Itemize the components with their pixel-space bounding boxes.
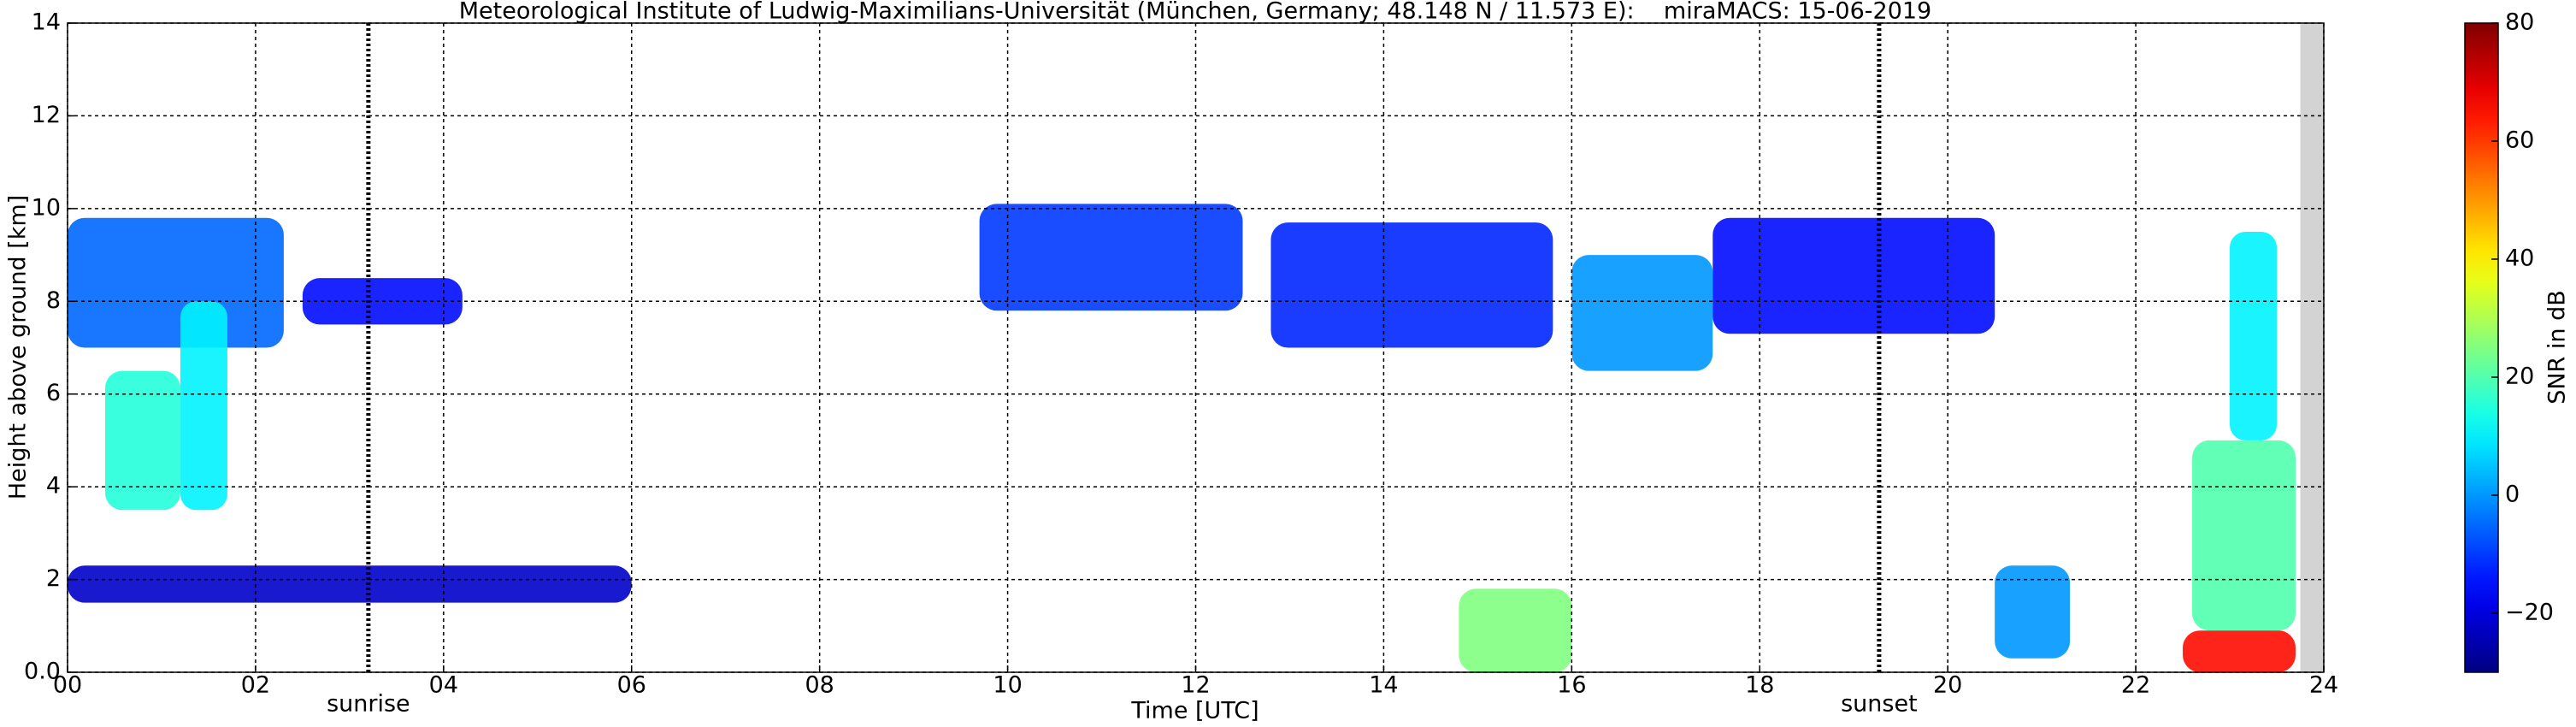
echo (1270, 222, 1553, 348)
colorbar-label: SNR in dB (2544, 290, 2571, 405)
colorbar-tick-label: 80 (2505, 9, 2534, 36)
colorbar-tick-label: −20 (2505, 600, 2554, 626)
x-tick-label: 16 (1557, 672, 1586, 699)
echo (2183, 630, 2296, 672)
x-axis-label: Time [UTC] (1130, 698, 1259, 724)
chart-title: Meteorological Institute of Ludwig-Maxim… (459, 0, 1932, 25)
colorbar (2464, 22, 2499, 673)
x-tick-label: 00 (53, 672, 82, 699)
echo (1459, 588, 1572, 672)
x-tick-label: 14 (1369, 672, 1398, 699)
y-tick-label: 14 (32, 9, 61, 36)
echo (1995, 565, 2071, 659)
colorbar-tick-label: 20 (2505, 364, 2534, 390)
colorbar-tick-label: 0 (2505, 482, 2520, 508)
y-axis-label: Height above ground [km] (5, 195, 32, 499)
x-tick-label: 08 (805, 672, 834, 699)
echo (104, 370, 180, 511)
x-tick-label: 12 (1181, 672, 1210, 699)
y-tick-label: 2 (46, 565, 61, 592)
echo (1712, 217, 1995, 334)
echo (2230, 231, 2278, 440)
x-tick-label: 10 (993, 672, 1022, 699)
y-tick-label: 10 (32, 194, 61, 221)
x-tick-label: 24 (2309, 672, 2338, 699)
y-tick-label: 0.0 (24, 659, 61, 685)
x-tick-label: 04 (429, 672, 458, 699)
x-tick-label: 02 (241, 672, 270, 699)
x-tick-label: 06 (617, 672, 646, 699)
marker-label: sunset (1841, 691, 1918, 718)
plot-frame (67, 22, 2325, 673)
y-tick-label: 4 (46, 473, 61, 499)
x-tick-label: 22 (2121, 672, 2150, 699)
y-tick-label: 8 (46, 287, 61, 314)
x-tick-label: 20 (1933, 672, 1962, 699)
no-data-region (2300, 23, 2324, 672)
y-tick-label: 6 (46, 380, 61, 406)
echo (68, 217, 284, 348)
colorbar-tick-label: 60 (2505, 127, 2534, 154)
echo (1571, 255, 1713, 371)
y-tick-label: 12 (32, 102, 61, 128)
echo (2192, 440, 2296, 631)
echo (979, 204, 1243, 311)
colorbar-tick-label: 40 (2505, 245, 2534, 272)
marker-label: sunrise (327, 691, 410, 718)
echo (68, 565, 632, 603)
echo (180, 301, 227, 511)
x-tick-label: 18 (1745, 672, 1774, 699)
